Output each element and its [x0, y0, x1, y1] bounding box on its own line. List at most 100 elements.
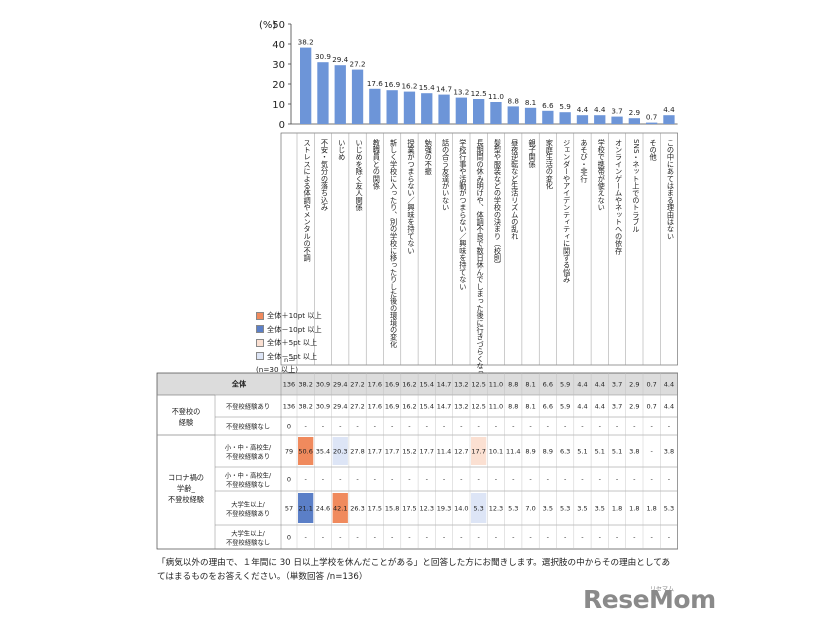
table-cell: 11.4 — [437, 448, 451, 456]
table-cell: - — [477, 476, 480, 484]
table-cell: 17.5 — [368, 505, 382, 513]
table-cell: - — [356, 423, 359, 431]
table-cell: 50.6 — [298, 448, 312, 456]
table-cell: - — [581, 534, 584, 542]
bar-value-label: 2.9 — [629, 108, 641, 117]
table-cell: 27.2 — [350, 381, 364, 389]
table-cell: 3.5 — [543, 505, 553, 513]
table-cell: - — [495, 534, 498, 542]
table-cell: - — [529, 423, 532, 431]
category-label: ストレスによる体調やメンタルの不調 — [303, 139, 312, 263]
table-row-label: 全体 — [231, 380, 247, 389]
table-cell: 16.2 — [402, 381, 416, 389]
table-cell: 35.4 — [316, 448, 330, 456]
y-tick-label: 30 — [272, 60, 285, 71]
table-cell: - — [512, 476, 515, 484]
table-cell: - — [426, 476, 429, 484]
table-cell: 15.4 — [420, 381, 434, 389]
category-label: あそび・非行 — [580, 139, 589, 183]
bar-value-label: 8.1 — [525, 98, 536, 107]
y-tick-label: 10 — [272, 100, 285, 111]
category-label: いじめを除く友人関係 — [355, 139, 364, 212]
table-cell: - — [477, 423, 480, 431]
table-cell: - — [599, 534, 602, 542]
bar — [611, 116, 623, 124]
bar — [576, 115, 589, 124]
table-highlight — [298, 437, 314, 465]
bar — [351, 69, 364, 124]
table-cell: - — [564, 534, 567, 542]
table-cell: - — [339, 534, 342, 542]
table-group-label: 学齢_ — [177, 484, 195, 493]
table-cell: 13.2 — [454, 403, 468, 411]
table-cell: - — [547, 476, 550, 484]
table-cell: 3.7 — [612, 403, 622, 411]
table-cell: 2.9 — [629, 403, 639, 411]
table-cell: 2.9 — [629, 381, 639, 389]
table-cell: - — [443, 534, 446, 542]
legend-swatch — [256, 325, 264, 334]
table-cell: 1.8 — [646, 505, 656, 513]
table-cell: 3.5 — [595, 505, 605, 513]
legend-label: 全体－10pt 以上 — [267, 324, 322, 334]
legend-item: (n=30 以上) — [256, 363, 322, 377]
bar — [473, 99, 485, 124]
category-label: 勉強の不振 — [424, 138, 433, 176]
bar — [300, 47, 312, 124]
table-cell: 0.7 — [646, 381, 656, 389]
table-n-cell: 0 — [287, 423, 291, 431]
legend-label: 全体－5pt 以上 — [267, 351, 318, 361]
bar — [386, 90, 398, 124]
table-row-label: 不登校経験なし — [226, 538, 270, 547]
table-row-label: 小・中・高校生/ — [225, 471, 272, 480]
table-cell: - — [650, 448, 653, 456]
bar-value-label: 16.9 — [384, 80, 400, 89]
table-cell: - — [391, 534, 394, 542]
table-cell: 20.3 — [333, 448, 347, 456]
table-cell: 6.6 — [543, 381, 553, 389]
bar-value-label: 4.4 — [594, 105, 606, 114]
legend-item: 全体－5pt 以上 — [256, 350, 322, 364]
category-label: 親子関係 — [528, 138, 537, 169]
table-cell: - — [581, 423, 584, 431]
legend-label: (n=30 以上) — [256, 365, 298, 374]
category-label: 家庭生活の変化 — [545, 138, 554, 190]
y-tick-label: 0 — [279, 120, 285, 131]
table-cell: 17.7 — [420, 448, 434, 456]
bar — [524, 107, 537, 124]
bar-value-label: 12.5 — [471, 89, 487, 98]
table-cell: 8.8 — [508, 403, 518, 411]
table-cell: 3.7 — [612, 381, 622, 389]
legend-label: 全体＋5pt 以上 — [267, 338, 318, 347]
bar — [438, 94, 450, 124]
table-row-label: 不登校経験なし — [226, 480, 270, 489]
table-cell: - — [391, 476, 394, 484]
table-cell: 5.3 — [473, 505, 483, 513]
table-cell: 6.6 — [543, 403, 553, 411]
category-label: 教職員との関係 — [372, 138, 381, 190]
table-cell: - — [495, 476, 498, 484]
n-header: n＝ — [284, 356, 295, 364]
table-cell: - — [304, 423, 307, 431]
table-cell: 7.0 — [525, 505, 535, 513]
table-cell: - — [356, 534, 359, 542]
table-cell: - — [512, 534, 515, 542]
table-cell: - — [616, 423, 619, 431]
table-cell: 29.4 — [333, 403, 347, 411]
category-label: 不安・気分の落ち込み — [320, 139, 329, 211]
table-cell: 29.4 — [333, 381, 347, 389]
table-cell: - — [668, 476, 671, 484]
table-cell: - — [408, 423, 411, 431]
category-label: 学校で携帯が使えない — [597, 138, 606, 211]
bar — [542, 110, 554, 124]
category-label: いじめ — [338, 139, 347, 161]
table-cell: - — [616, 534, 619, 542]
table-cell: - — [322, 476, 325, 484]
table-cell: - — [374, 423, 377, 431]
table-cell: - — [426, 534, 429, 542]
table-cell: 17.5 — [402, 505, 416, 513]
table-cell: 12.3 — [420, 505, 434, 513]
category-label: 昼夜逆転など生活リズムの乱れ — [511, 139, 520, 240]
table-cell: - — [322, 534, 325, 542]
table-cell: 30.9 — [316, 381, 330, 389]
